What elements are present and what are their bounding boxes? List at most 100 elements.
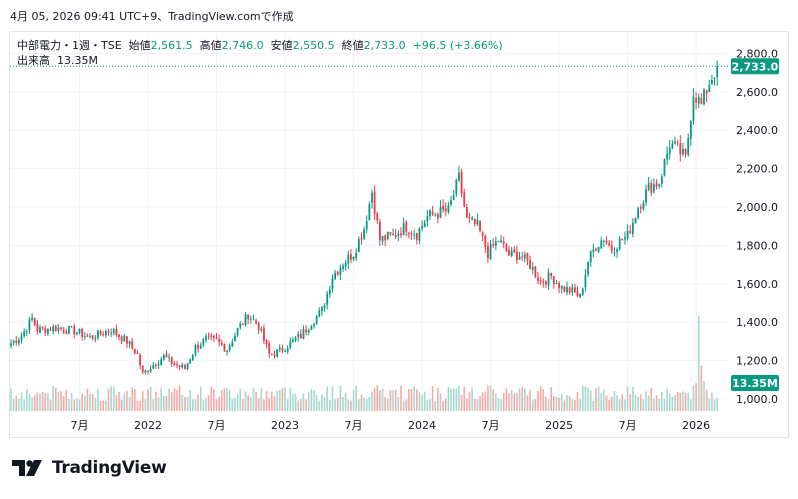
- chart-caption: 4月 05, 2026 09:41 UTC+9、TradingView.comで…: [10, 10, 294, 23]
- candle-body: [692, 96, 695, 121]
- volume-bar: [260, 388, 263, 411]
- candle-body: [481, 232, 484, 236]
- candle-body: [703, 89, 705, 105]
- volume-bar: [65, 390, 68, 411]
- candle-body: [676, 142, 679, 144]
- volume-bar: [397, 396, 400, 411]
- volume-bar: [344, 392, 347, 411]
- candle-body: [394, 234, 397, 237]
- volume-bar: [81, 393, 83, 411]
- candle-body: [152, 364, 155, 369]
- candle-body: [410, 233, 413, 235]
- volume-bar: [479, 395, 481, 411]
- volume-bar: [302, 393, 305, 411]
- volume-bar: [76, 398, 78, 411]
- volume-bar: [621, 394, 624, 411]
- price-tick-label: 1,600.0: [736, 278, 778, 291]
- volume-bar: [107, 388, 110, 411]
- candle-body: [697, 96, 700, 104]
- volume-bar: [294, 393, 297, 411]
- candle-body: [212, 336, 215, 338]
- candle-body: [234, 335, 236, 342]
- volume-bar: [589, 390, 592, 411]
- volume-bar: [73, 399, 76, 411]
- candle-body: [605, 240, 608, 243]
- candle-body: [226, 350, 228, 352]
- candle-body: [210, 335, 213, 337]
- time-tick-label: 2025: [545, 419, 573, 432]
- candle-body: [31, 317, 33, 321]
- volume-bar: [223, 388, 226, 411]
- time-tick-label: 7月: [208, 419, 226, 432]
- candle-body: [41, 327, 44, 329]
- volume-bar: [315, 395, 318, 411]
- candle-body: [384, 235, 387, 241]
- candle-body: [497, 240, 500, 242]
- candle-body: [12, 340, 15, 343]
- candle-body: [629, 231, 632, 234]
- candle-body: [81, 329, 84, 337]
- volume-bar: [60, 391, 62, 411]
- candle-body: [423, 222, 426, 228]
- volume-bar: [168, 388, 170, 411]
- volume-bar: [334, 399, 336, 411]
- volume-bar: [249, 397, 252, 411]
- candle-body: [655, 182, 658, 187]
- candle-body: [278, 347, 281, 350]
- last-price-label: 2,733.0: [732, 60, 779, 73]
- candle-body: [355, 252, 358, 259]
- volume-bar: [62, 396, 65, 411]
- candle-body: [20, 336, 23, 341]
- candle-body: [653, 184, 655, 192]
- volume-bar: [560, 394, 563, 411]
- volume-bar: [592, 400, 595, 411]
- candle-body: [10, 343, 12, 346]
- candle-body: [700, 98, 703, 104]
- candle-body: [542, 281, 545, 283]
- close-value: 2,733.0: [363, 39, 406, 52]
- volume-bar: [655, 395, 658, 411]
- volume-bar: [661, 392, 663, 411]
- volume-bar: [415, 389, 418, 411]
- candle-body: [147, 370, 149, 373]
- volume-bar: [666, 388, 668, 411]
- candle-body: [265, 340, 268, 345]
- volume-bar: [297, 400, 300, 411]
- candle-body: [326, 293, 329, 305]
- candle-body: [618, 238, 621, 249]
- volume-bar: [292, 393, 294, 411]
- candle-body: [99, 331, 102, 335]
- candle-body: [663, 159, 666, 176]
- volume-bar: [102, 400, 105, 411]
- volume-bar: [336, 397, 339, 411]
- last-volume-marker: [731, 375, 779, 391]
- candle-body: [705, 90, 708, 94]
- candle-body: [68, 326, 70, 334]
- volume-bar: [86, 388, 89, 411]
- tradingview-brand[interactable]: TradingView: [12, 458, 167, 478]
- volume-bar: [265, 390, 268, 411]
- candle-body: [270, 353, 273, 355]
- volume-bar: [147, 389, 149, 411]
- candle-body: [645, 189, 647, 203]
- volume-bar: [392, 390, 394, 411]
- candle-body: [28, 319, 31, 331]
- volume-bar: [112, 386, 115, 411]
- candle-body: [687, 137, 690, 155]
- volume-bar: [239, 388, 242, 411]
- volume-bar: [531, 400, 534, 411]
- price-tick-label: 1,000.0: [736, 393, 778, 406]
- candle-body: [54, 325, 57, 332]
- volume-bar: [284, 387, 286, 411]
- candle-body: [439, 206, 442, 218]
- candle-body: [713, 77, 716, 79]
- candle-body: [52, 326, 55, 332]
- volume-bar: [705, 389, 708, 411]
- volume-bar: [642, 399, 645, 411]
- volume-bar: [342, 397, 344, 411]
- candle-body: [471, 217, 474, 220]
- volume-bar: [231, 398, 234, 411]
- volume-bar: [400, 385, 402, 411]
- high-value: 2,746.0: [221, 39, 264, 52]
